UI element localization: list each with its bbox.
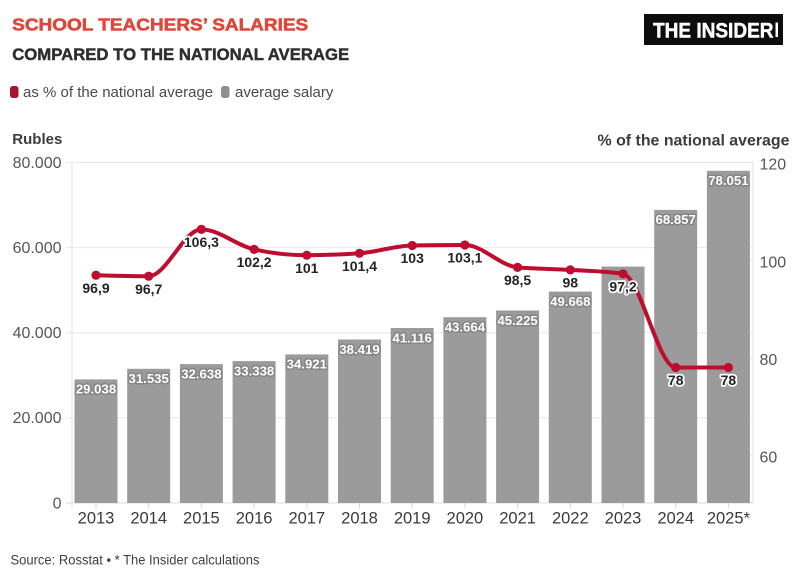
svg-text:40.000: 40.000 — [13, 325, 62, 342]
svg-text:98,5: 98,5 — [504, 272, 531, 288]
svg-text:2018: 2018 — [341, 510, 378, 528]
svg-text:96,9: 96,9 — [82, 280, 109, 296]
svg-text:THE INSIDER: THE INSIDER — [653, 19, 774, 42]
svg-text:60: 60 — [760, 450, 778, 467]
svg-text:100: 100 — [760, 254, 787, 271]
svg-text:2014: 2014 — [130, 510, 167, 528]
svg-text:Rubles: Rubles — [12, 131, 62, 148]
svg-text:0: 0 — [53, 495, 62, 512]
svg-text:38.419: 38.419 — [339, 342, 379, 357]
svg-text:43.664: 43.664 — [445, 320, 486, 335]
svg-text:2020: 2020 — [447, 510, 484, 528]
svg-text:78: 78 — [721, 372, 737, 388]
svg-text:Source: Rosstat • * The Inside: Source: Rosstat • * The Insider calculat… — [11, 553, 260, 568]
svg-text:2021: 2021 — [499, 510, 536, 528]
svg-text:80.000: 80.000 — [13, 155, 62, 172]
svg-text:49.668: 49.668 — [550, 294, 590, 309]
svg-text:103,1: 103,1 — [447, 250, 482, 266]
svg-text:as % of the national average: as % of the national average — [23, 84, 213, 101]
svg-text:2019: 2019 — [394, 510, 431, 528]
svg-text:20.000: 20.000 — [13, 410, 62, 427]
svg-text:COMPARED TO THE NATIONAL AVERA: COMPARED TO THE NATIONAL AVERAGE — [12, 45, 349, 64]
svg-text:68.857: 68.857 — [656, 212, 696, 227]
svg-text:78: 78 — [668, 372, 684, 388]
svg-text:average salary: average salary — [235, 84, 334, 101]
svg-text:98: 98 — [563, 275, 579, 291]
svg-text:2025*: 2025* — [707, 510, 751, 528]
svg-text:96,7: 96,7 — [135, 281, 162, 297]
svg-text:101,4: 101,4 — [342, 258, 377, 274]
svg-text:33.338: 33.338 — [234, 363, 274, 378]
svg-text:106,3: 106,3 — [184, 234, 219, 250]
svg-text:102,2: 102,2 — [237, 254, 272, 270]
svg-text:2017: 2017 — [288, 510, 325, 528]
svg-text:103: 103 — [401, 250, 425, 266]
svg-text:% of the national average: % of the national average — [598, 133, 790, 150]
svg-text:78.051: 78.051 — [708, 173, 748, 188]
svg-text:2015: 2015 — [183, 510, 220, 528]
svg-text:SCHOOL TEACHERS’ SALARIES: SCHOOL TEACHERS’ SALARIES — [12, 15, 308, 35]
svg-text:31.535: 31.535 — [129, 371, 169, 386]
svg-text:60.000: 60.000 — [13, 240, 62, 257]
svg-text:41.116: 41.116 — [392, 330, 432, 345]
svg-text:101: 101 — [295, 260, 319, 276]
svg-text:45.225: 45.225 — [497, 313, 537, 328]
svg-text:80: 80 — [760, 352, 778, 369]
svg-text:2013: 2013 — [78, 510, 115, 528]
svg-text:120: 120 — [760, 157, 787, 174]
svg-text:29.038: 29.038 — [76, 382, 116, 397]
svg-text:2022: 2022 — [552, 510, 589, 528]
svg-text:97,2: 97,2 — [609, 278, 636, 294]
svg-text:2024: 2024 — [657, 510, 694, 528]
svg-text:34.921: 34.921 — [287, 357, 327, 372]
svg-text:32.638: 32.638 — [181, 366, 221, 381]
svg-text:2023: 2023 — [605, 510, 642, 528]
svg-text:2016: 2016 — [236, 510, 273, 528]
